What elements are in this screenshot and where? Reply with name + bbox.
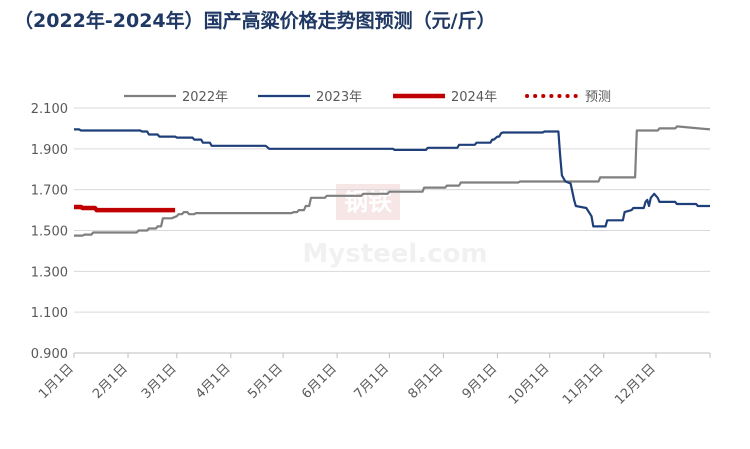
y-tick-label: 1.700	[31, 184, 68, 199]
watermark-en-text: Mysteel.com	[302, 239, 487, 269]
watermark-cn-text: 钢铁	[344, 188, 392, 216]
y-tick-label: 1.100	[31, 306, 68, 321]
series-line-2024年	[74, 204, 176, 213]
x-tick-label: 3月1日	[139, 361, 180, 402]
series-lines	[74, 125, 711, 237]
y-tick-label: 2.100	[31, 102, 68, 117]
legend: 2022年 2023年 2024年 预测	[124, 90, 611, 105]
x-tick-label: 12月1日	[612, 361, 659, 408]
legend-label: 预测	[585, 90, 611, 105]
y-gridlines	[74, 107, 710, 313]
legend-label: 2022年	[182, 90, 228, 105]
y-tick-label: 1.300	[31, 265, 68, 280]
y-axis-ticks: 0.900 1.100 1.300 1.500 1.700 1.900 2.100	[31, 102, 68, 362]
x-tick-label: 8月1日	[406, 361, 447, 402]
x-tick-label: 5月1日	[245, 361, 286, 402]
y-tick-label: 1.500	[31, 225, 68, 240]
series-line-2022年	[74, 125, 711, 237]
chart-title: （2022年-2024年）国产高粱价格走势图预测（元/斤）	[14, 10, 496, 32]
x-axis: 1月1日 2月1日 3月1日 4月1日 5月1日 6月1日 7月1日 8月1日 9月1日 10月1…	[36, 352, 711, 408]
x-tick-label: 9月1日	[460, 361, 501, 402]
x-tick-label: 10月1日	[506, 361, 553, 408]
x-tick-label: 6月1日	[299, 361, 340, 402]
legend-label: 2024年	[451, 90, 497, 105]
x-tick-label: 7月1日	[352, 361, 393, 402]
mysteel-watermark: 钢铁 Mysteel.com	[302, 184, 488, 269]
x-tick-label: 1月1日	[36, 361, 77, 402]
x-tick-label: 11月1日	[560, 361, 607, 408]
series-line-2023年	[74, 128, 710, 228]
x-tick-label: 2月1日	[90, 361, 131, 402]
y-tick-label: 1.900	[31, 143, 68, 158]
legend-label: 2023年	[316, 90, 362, 105]
x-tick-label: 4月1日	[193, 361, 234, 402]
y-tick-label: 0.900	[31, 347, 68, 362]
